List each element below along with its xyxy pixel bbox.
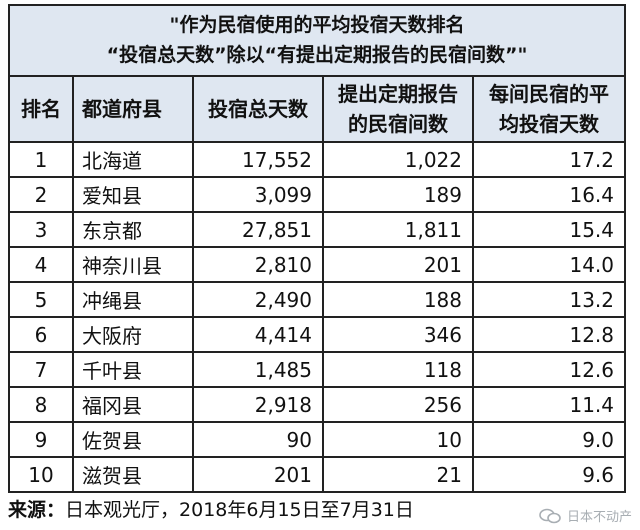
reports-cell: 118 bbox=[322, 351, 474, 388]
rank-cell: 8 bbox=[8, 386, 74, 423]
prefecture-cell: 千叶县 bbox=[72, 351, 194, 388]
rank-cell: 4 bbox=[8, 246, 74, 283]
watermark: 日本不动产 bbox=[539, 506, 632, 525]
average-cell: 9.0 bbox=[471, 421, 627, 458]
source-text: 日本观光厅，2018年6月15日至7月31日 bbox=[65, 499, 414, 521]
rank-cell: 5 bbox=[8, 281, 74, 318]
table-row: 8 福冈县 2,918 256 11.4 bbox=[8, 386, 627, 423]
table-row: 6 大阪府 4,414 346 12.8 bbox=[8, 316, 627, 353]
total-days-cell: 3,099 bbox=[192, 176, 324, 213]
reports-cell: 1,022 bbox=[322, 141, 474, 178]
table-body: 1 北海道 17,552 1,022 17.2 2 爱知县 3,099 189 16.4 3 东京都 2… bbox=[8, 141, 627, 493]
total-days-cell: 90 bbox=[192, 421, 324, 458]
reports-cell: 1,811 bbox=[322, 211, 474, 248]
table-row: 4 神奈川县 2,810 201 14.0 bbox=[8, 246, 627, 283]
total-days-cell: 4,414 bbox=[192, 316, 324, 353]
average-cell: 15.4 bbox=[471, 211, 627, 248]
reports-cell: 256 bbox=[322, 386, 474, 423]
header-row: 排名 都道府县 投宿总天数 提出定期报告 的民宿间数 每间民宿的平 均投宿天数 bbox=[8, 75, 627, 143]
spreadsheet-table: "作为民宿使用的平均投宿天数排名 “投宿总天数”除以“有提出定期报告的民宿间数”… bbox=[7, 4, 627, 493]
total-days-cell: 2,918 bbox=[192, 386, 324, 423]
rank-cell: 1 bbox=[8, 141, 74, 178]
source-note: 来源：日本观光厅，2018年6月15日至7月31日 bbox=[8, 497, 414, 523]
rank-cell: 9 bbox=[8, 421, 74, 458]
reports-cell: 188 bbox=[322, 281, 474, 318]
title-line-1: "作为民宿使用的平均投宿天数排名 bbox=[169, 14, 465, 36]
header-rank: 排名 bbox=[8, 75, 74, 143]
average-cell: 16.4 bbox=[471, 176, 627, 213]
table-row: 9 佐贺县 90 10 9.0 bbox=[8, 421, 627, 458]
total-days-cell: 2,490 bbox=[192, 281, 324, 318]
prefecture-cell: 冲绳县 bbox=[72, 281, 194, 318]
average-cell: 12.8 bbox=[471, 316, 627, 353]
table-title: "作为民宿使用的平均投宿天数排名 “投宿总天数”除以“有提出定期报告的民宿间数”… bbox=[7, 4, 627, 77]
average-cell: 17.2 bbox=[471, 141, 627, 178]
prefecture-cell: 东京都 bbox=[72, 211, 194, 248]
title-line-2: “投宿总天数”除以“有提出定期报告的民宿间数”" bbox=[106, 44, 528, 66]
reports-cell: 189 bbox=[322, 176, 474, 213]
average-cell: 13.2 bbox=[471, 281, 627, 318]
rank-cell: 6 bbox=[8, 316, 74, 353]
prefecture-cell: 爱知县 bbox=[72, 176, 194, 213]
prefecture-cell: 神奈川县 bbox=[72, 246, 194, 283]
reports-cell: 201 bbox=[322, 246, 474, 283]
watermark-text: 日本不动产 bbox=[566, 510, 632, 525]
header-prefecture: 都道府县 bbox=[72, 75, 194, 143]
average-cell: 11.4 bbox=[471, 386, 627, 423]
prefecture-cell: 滋贺县 bbox=[72, 456, 194, 493]
header-average-line-2: 均投宿天数 bbox=[499, 112, 599, 136]
prefecture-cell: 佐贺县 bbox=[72, 421, 194, 458]
average-cell: 14.0 bbox=[471, 246, 627, 283]
reports-cell: 346 bbox=[322, 316, 474, 353]
rank-cell: 2 bbox=[8, 176, 74, 213]
source-label: 来源： bbox=[8, 499, 66, 521]
table-row: 5 冲绳县 2,490 188 13.2 bbox=[8, 281, 627, 318]
header-total-days: 投宿总天数 bbox=[192, 75, 324, 143]
title-row: "作为民宿使用的平均投宿天数排名 “投宿总天数”除以“有提出定期报告的民宿间数”… bbox=[7, 4, 627, 77]
header-reports-line-2: 的民宿间数 bbox=[348, 112, 448, 136]
total-days-cell: 2,810 bbox=[192, 246, 324, 283]
header-reports: 提出定期报告 的民宿间数 bbox=[322, 75, 474, 143]
prefecture-cell: 福冈县 bbox=[72, 386, 194, 423]
table-row: 10 滋贺县 201 21 9.6 bbox=[8, 456, 627, 493]
header-reports-line-1: 提出定期报告 bbox=[338, 82, 458, 106]
total-days-cell: 17,552 bbox=[192, 141, 324, 178]
header-average: 每间民宿的平 均投宿天数 bbox=[471, 75, 627, 143]
reports-cell: 21 bbox=[322, 456, 474, 493]
average-cell: 9.6 bbox=[471, 456, 627, 493]
rank-cell: 3 bbox=[8, 211, 74, 248]
rank-cell: 10 bbox=[8, 456, 74, 493]
table-row: 3 东京都 27,851 1,811 15.4 bbox=[8, 211, 627, 248]
average-cell: 12.6 bbox=[471, 351, 627, 388]
prefecture-cell: 北海道 bbox=[72, 141, 194, 178]
rank-cell: 7 bbox=[8, 351, 74, 388]
table-row: 2 爱知县 3,099 189 16.4 bbox=[8, 176, 627, 213]
total-days-cell: 27,851 bbox=[192, 211, 324, 248]
wechat-icon bbox=[539, 508, 561, 524]
table-row: 1 北海道 17,552 1,022 17.2 bbox=[8, 141, 627, 178]
header-average-line-1: 每间民宿的平 bbox=[489, 82, 609, 106]
table-row: 7 千叶县 1,485 118 12.6 bbox=[8, 351, 627, 388]
total-days-cell: 1,485 bbox=[192, 351, 324, 388]
total-days-cell: 201 bbox=[192, 456, 324, 493]
prefecture-cell: 大阪府 bbox=[72, 316, 194, 353]
ranking-table: "作为民宿使用的平均投宿天数排名 “投宿总天数”除以“有提出定期报告的民宿间数”… bbox=[7, 4, 627, 493]
reports-cell: 10 bbox=[322, 421, 474, 458]
